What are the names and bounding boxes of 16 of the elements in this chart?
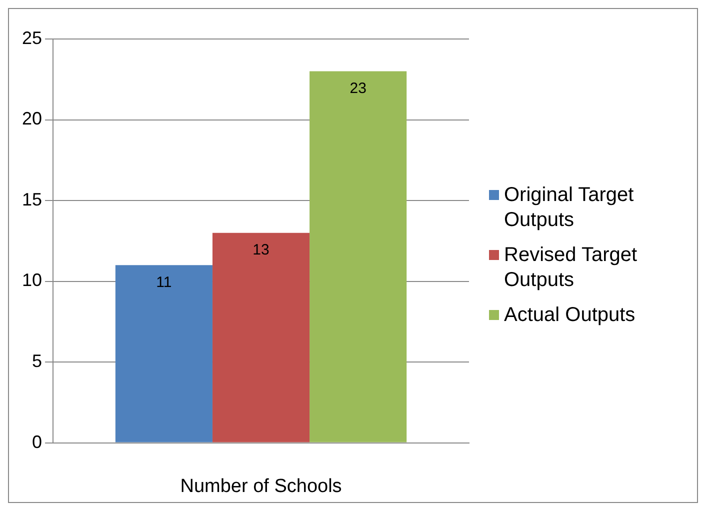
data-label: 11 (156, 274, 172, 291)
y-tick-label: 10 (22, 270, 42, 290)
bar (115, 265, 212, 442)
legend-label: Original Target Outputs (504, 183, 635, 233)
y-tick-label: 25 (22, 28, 42, 48)
y-tick-label: 20 (22, 108, 42, 129)
data-label: 13 (252, 241, 270, 258)
y-tick-label: 15 (22, 189, 42, 210)
y-tick-label: 0 (32, 432, 42, 452)
legend-label: Actual Outputs (504, 303, 636, 328)
y-tick-label: 5 (32, 351, 42, 372)
bar (310, 71, 407, 442)
legend-label: Revised Target Outputs (504, 243, 638, 293)
bar (212, 232, 310, 442)
data-label: 23 (350, 80, 366, 97)
x-axis-title: Number of Schools (180, 476, 342, 497)
